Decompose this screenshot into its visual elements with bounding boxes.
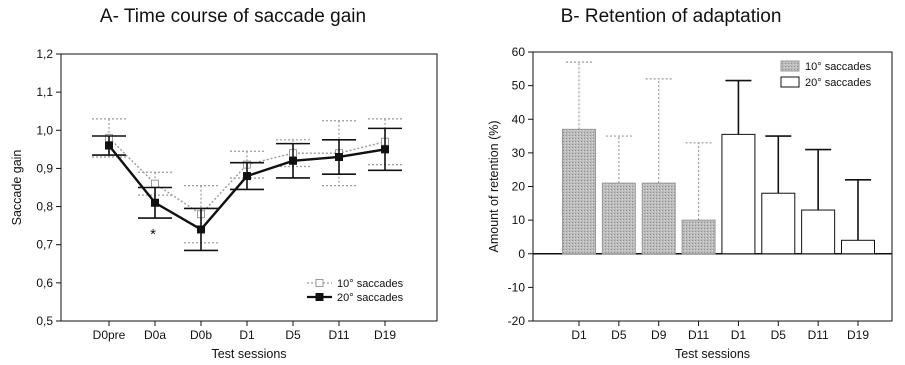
x-tick-label: D5 <box>285 328 301 342</box>
x-tick-label: D0pre <box>93 328 126 342</box>
x-tick-label: D0b <box>190 328 212 342</box>
y-axis-title: Saccade gain <box>10 150 24 226</box>
y-tick-label: -20 <box>508 314 526 328</box>
panel-b-title: B- Retention of adaptation <box>560 6 782 27</box>
x-tick-label: D0a <box>144 328 166 342</box>
y-tick-label: -10 <box>508 280 526 294</box>
x-tick-label: D1 <box>239 328 255 342</box>
y-tick-label: 1,0 <box>36 123 53 137</box>
plot-frame <box>60 53 438 322</box>
bar <box>601 182 636 255</box>
x-tick-label: D19 <box>847 328 869 342</box>
data-point <box>289 156 297 165</box>
x-tick-label: D1 <box>731 328 747 342</box>
data-point <box>381 145 389 154</box>
x-tick-label: D5 <box>771 328 787 342</box>
retention-chart: -20 -10 0 10 20 30 40 50 60 D1 D5 D9 D11 D1 D5 D11 D19 Te… <box>487 45 893 361</box>
x-axis-title: Test sessions <box>675 347 750 361</box>
bar <box>761 192 796 255</box>
legend-label-2: 20° saccades <box>805 77 872 89</box>
series-2 <box>92 127 402 252</box>
y-tick-label: 20 <box>512 180 526 194</box>
data-point <box>151 179 159 188</box>
legend-swatch-2 <box>780 76 800 88</box>
y-tick-label: 30 <box>512 146 526 160</box>
y-tick-label: 1,2 <box>36 47 53 61</box>
y-tick-label: 0,6 <box>36 276 53 290</box>
legend-marker-1 <box>315 279 324 287</box>
x-tick-label: D11 <box>808 328 829 342</box>
y-tick-label: 0,9 <box>36 161 53 175</box>
significance-marker: * <box>150 226 156 243</box>
legend: 10° saccades 20° saccades <box>307 278 404 304</box>
bar <box>562 128 596 255</box>
x-tick-label: D11 <box>328 328 349 342</box>
y-tick-label: 40 <box>512 112 526 126</box>
legend-label-1: 10° saccades <box>805 61 872 73</box>
data-point <box>335 152 343 161</box>
legend: 10° saccades 20° saccades <box>780 60 872 89</box>
y-tick-label: 1,1 <box>36 85 53 99</box>
y-tick-label: 0,8 <box>36 200 53 214</box>
y-tick-label: 50 <box>512 79 526 93</box>
legend-label-2: 20° saccades <box>337 292 404 304</box>
legend-marker-2 <box>315 293 324 301</box>
bar <box>681 219 716 255</box>
x-tick-label: D5 <box>611 328 627 342</box>
data-point <box>243 172 251 181</box>
y-tick-label: 60 <box>512 45 526 59</box>
panel-a-saccade-gain: A- Time course of saccade gain 0,5 0,6 0,7… <box>10 6 438 361</box>
legend-label-1: 10° saccades <box>337 278 404 290</box>
x-tick-label: D9 <box>651 328 667 342</box>
bar <box>801 209 836 255</box>
bar <box>721 133 756 255</box>
y-tick-label: 10 <box>512 213 526 227</box>
y-tick-label: 0 <box>518 247 525 261</box>
panel-a-title: A- Time course of saccade gain <box>99 6 367 27</box>
data-point <box>151 198 159 207</box>
x-tick-label: D11 <box>688 328 709 342</box>
x-axis-title: Test sessions <box>211 347 286 361</box>
saccade-gain-chart: 0,5 0,6 0,7 0,8 0,9 1,0 1,1 1,2 D0pre D0a D0b D1 D5 D… <box>10 47 438 361</box>
series-2 <box>721 79 875 255</box>
y-tick-label: 0,7 <box>36 238 53 252</box>
y-tick-label: 0,5 <box>36 314 53 328</box>
series-1 <box>562 61 716 255</box>
data-point <box>105 141 113 150</box>
x-tick-label: D19 <box>374 328 396 342</box>
bar <box>841 239 875 255</box>
legend-swatch-1 <box>780 60 800 72</box>
y-axis-title: Amount of retention (%) <box>487 120 501 252</box>
data-point <box>197 225 205 234</box>
x-tick-label: D1 <box>571 328 587 342</box>
panel-b-retention: B- Retention of adaptation -20 -10 0 10 20 30… <box>455 0 905 365</box>
bar <box>641 182 676 255</box>
